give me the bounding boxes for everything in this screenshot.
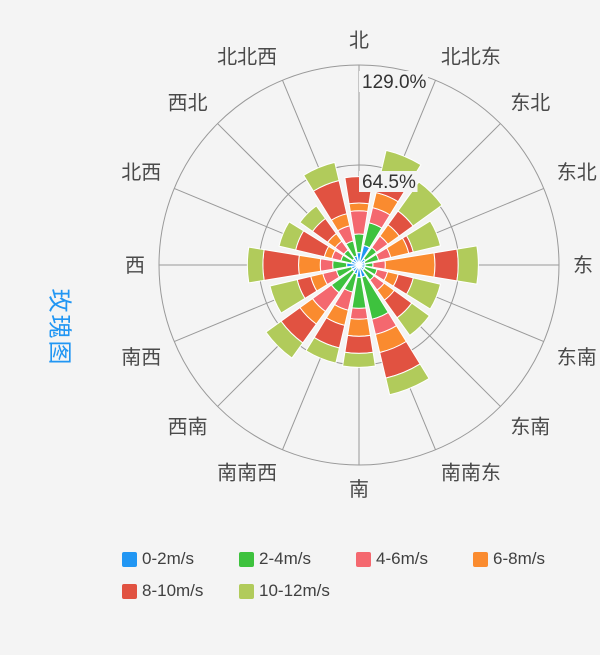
rose-segment[interactable] [348, 202, 370, 213]
legend-item-4-6m-s[interactable]: 4-6m/s [356, 550, 473, 568]
legend-label: 6-8m/s [493, 549, 545, 568]
rose-segment[interactable] [405, 220, 442, 253]
legend-label: 10-12m/s [259, 581, 330, 600]
direction-label-7: 南南东 [441, 462, 501, 485]
legend-swatch [473, 551, 488, 567]
direction-label-1: 北北东 [441, 45, 501, 68]
legend-swatch [239, 583, 254, 599]
rose-segment[interactable] [246, 246, 265, 284]
legend-item-2-4m-s[interactable]: 2-4m/s [239, 550, 356, 568]
rose-segment[interactable] [265, 320, 304, 359]
rose-segment[interactable] [278, 221, 305, 251]
rose-segment[interactable] [397, 181, 443, 227]
radius-axis-label: 64.5% [362, 172, 416, 193]
direction-label-15: 北北西 [217, 45, 277, 68]
rose-segment[interactable] [342, 351, 376, 368]
legend-label: 4-6m/s [376, 549, 428, 568]
legend-item-0-2m-s[interactable]: 0-2m/s [122, 550, 239, 568]
legend-item-8-10m-s[interactable]: 8-10m/s [122, 582, 239, 600]
rose-segment[interactable] [262, 249, 300, 281]
rose-segment[interactable] [319, 258, 334, 272]
direction-label-0: 北 [349, 29, 369, 52]
rose-segment[interactable] [302, 161, 340, 192]
direction-label-13: 北西 [121, 161, 161, 184]
legend-label: 0-2m/s [142, 549, 194, 568]
legend-label: 2-4m/s [259, 549, 311, 568]
direction-label-3: 东北 [557, 161, 597, 184]
direction-label-4: 东 [573, 254, 593, 277]
direction-label-8: 南 [349, 478, 369, 501]
direction-label-5: 东南 [557, 346, 597, 369]
rose-segment[interactable] [433, 248, 459, 282]
legend-swatch [239, 551, 254, 567]
direction-label-6: 东南 [510, 415, 550, 438]
rose-segment[interactable] [372, 260, 386, 270]
rose-segment[interactable] [349, 307, 369, 320]
legend-swatch [122, 583, 137, 599]
tick-label-bg [359, 171, 418, 192]
direction-label-12: 西 [125, 255, 145, 277]
rose-segment[interactable] [385, 363, 430, 396]
radius-axis-label: 129.0% [362, 72, 427, 93]
legend-label: 8-10m/s [142, 581, 204, 600]
rose-segment[interactable] [269, 279, 306, 314]
direction-label-2: 东北 [510, 92, 550, 115]
direction-label-10: 西南 [168, 415, 208, 438]
wind-rose-chart: 64.5%129.0%北北北东东北东北东东南东南南南东南南南西西南南西西北西西北… [121, 29, 597, 501]
legend-item-10-12m-s[interactable]: 10-12m/s [239, 582, 356, 600]
rose-segment[interactable] [347, 317, 371, 337]
direction-label-9: 南南西 [217, 462, 277, 485]
rose-segment[interactable] [305, 336, 340, 364]
legend-swatch [122, 551, 137, 567]
rose-segment[interactable] [405, 277, 442, 310]
rose-segment[interactable] [299, 205, 327, 233]
legend: 0-2m/s 2-4m/s 4-6m/s 6-8m/s 8-10m/s 10-12m/s [122, 550, 600, 600]
direction-label-14: 西北 [168, 92, 208, 115]
legend-item-6-8m-s[interactable]: 6-8m/s [473, 550, 590, 568]
tick-label-bg [359, 71, 428, 92]
rose-segment[interactable] [396, 302, 431, 337]
legend-swatch [356, 551, 371, 567]
rose-segment[interactable] [298, 254, 322, 276]
rose-segment[interactable] [456, 245, 479, 285]
direction-label-11: 南西 [121, 346, 161, 369]
rose-segment[interactable] [349, 210, 369, 235]
rose-segment[interactable] [344, 334, 374, 354]
